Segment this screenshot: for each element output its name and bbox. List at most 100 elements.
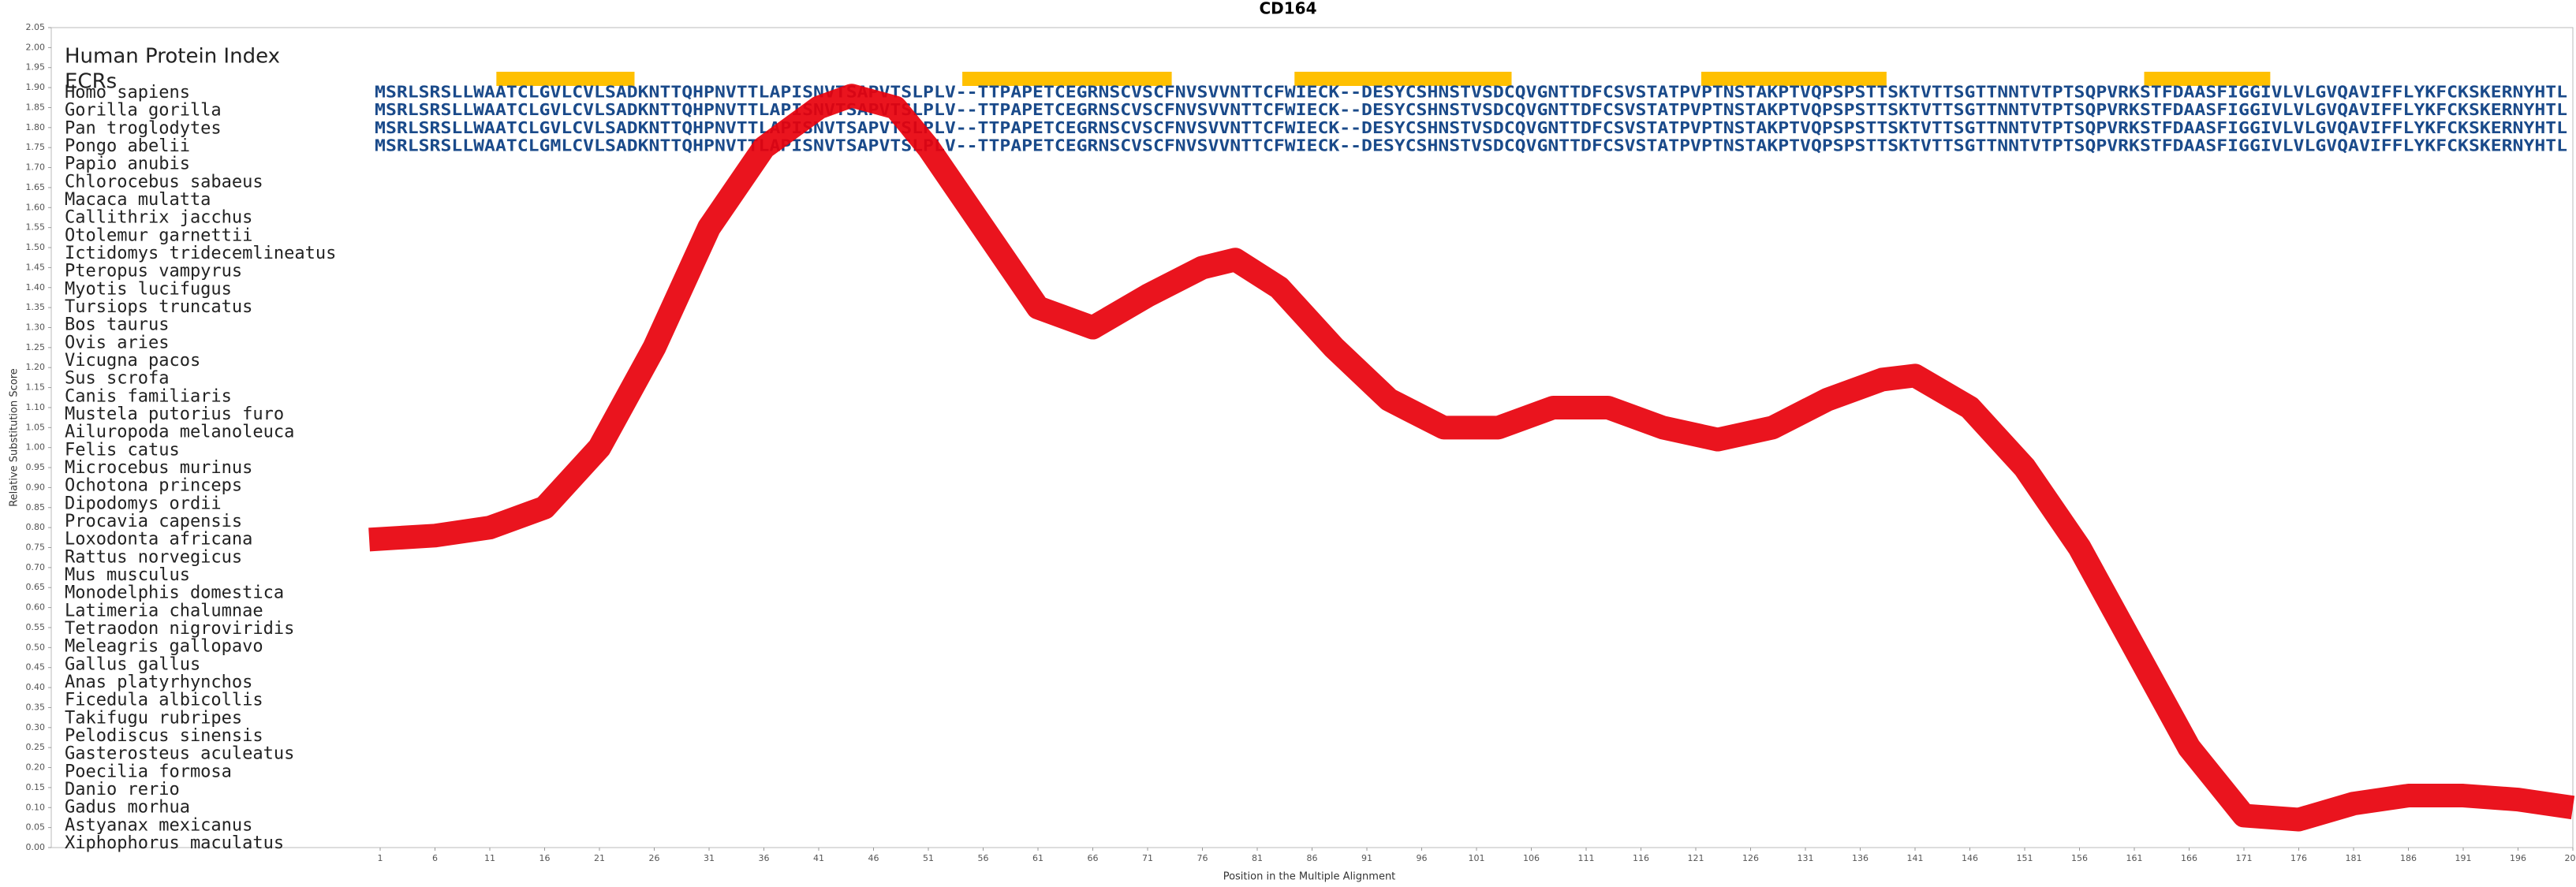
y-tick-label: 0.85	[26, 502, 46, 512]
y-tick-label: 0.55	[26, 622, 46, 632]
substitution-curve	[368, 84, 2575, 832]
y-tick-label: 2.00	[26, 42, 46, 52]
species-name: Tetraodon nigroviridis	[65, 619, 294, 639]
species-name: Otolemur garnettii	[65, 225, 252, 245]
x-tick-label: 161	[2126, 853, 2143, 863]
species-name: Xiphophorus maculatus	[65, 833, 284, 853]
y-tick-label: 1.80	[26, 122, 46, 132]
species-name: Dipodomys ordii	[65, 494, 222, 513]
y-tick-label: 1.25	[26, 342, 46, 352]
x-tick-label: 6	[432, 853, 438, 863]
species-name: Homo sapiens	[65, 83, 190, 102]
species-name: Felis catus	[65, 440, 180, 460]
species-name: Pelodiscus sinensis	[65, 726, 263, 746]
y-tick-label: 0.95	[26, 462, 46, 472]
x-tick-label: 1	[378, 853, 383, 863]
y-tick-label: 1.50	[26, 242, 46, 252]
species-name: Danio rerio	[65, 780, 180, 799]
x-tick-label: 151	[2017, 853, 2033, 863]
species-name: Pan troglodytes	[65, 118, 222, 138]
y-tick-label: 1.75	[26, 142, 46, 152]
index-label: Human Protein Index	[65, 45, 280, 69]
y-tick-label: 1.85	[26, 102, 46, 112]
species-name: Procavia capensis	[65, 512, 242, 531]
ecr-bar	[1701, 72, 1887, 86]
species-name: Latimeria chalumnae	[65, 601, 263, 621]
x-tick-label: 86	[1307, 853, 1318, 863]
y-tick-label: 0.05	[26, 822, 46, 833]
species-name: Ficedula albicollis	[65, 691, 263, 710]
y-tick-label: 0.75	[26, 542, 46, 553]
species-name: Gasterosteus aculeatus	[65, 744, 294, 764]
x-tick-label: 171	[2236, 853, 2253, 863]
species-name: Mus musculus	[65, 565, 190, 585]
x-tick-label: 116	[1633, 853, 1649, 863]
y-tick-label: 0.10	[26, 802, 46, 812]
species-name: Anas platyrhynchos	[65, 673, 252, 692]
species-name: Chlorocebus sabaeus	[65, 172, 263, 192]
species-name: Poecilia formosa	[65, 762, 232, 781]
y-tick-label: 1.20	[26, 362, 46, 372]
y-tick-label: 0.30	[26, 722, 46, 732]
y-tick-label: 0.45	[26, 662, 46, 673]
species-name: Myotis lucifugus	[65, 279, 232, 299]
species-name: Mustela putorius furo	[65, 404, 284, 424]
y-tick-label: 1.10	[26, 402, 46, 412]
species-name: Ochotona princeps	[65, 476, 242, 496]
y-tick-label: 0.50	[26, 642, 46, 652]
species-name: Meleagris gallopavo	[65, 637, 263, 657]
x-tick-label: 101	[1469, 853, 1485, 863]
species-name: Papio anubis	[65, 155, 190, 174]
y-tick-label: 0.65	[26, 582, 46, 592]
y-tick-label: 0.80	[26, 522, 46, 532]
species-name: Takifugu rubripes	[65, 708, 242, 728]
x-axis-label: Position in the Multiple Alignment	[1223, 871, 1396, 883]
x-tick-label: 51	[923, 853, 934, 863]
y-tick-label: 0.70	[26, 562, 46, 572]
species-name: Pteropus vampyrus	[65, 262, 242, 281]
x-tick-label: 186	[2400, 853, 2417, 863]
y-tick-label: 1.55	[26, 222, 46, 233]
x-tick-label: 71	[1142, 853, 1153, 863]
y-tick-label: 0.15	[26, 782, 46, 792]
y-tick-label: 1.40	[26, 282, 46, 293]
y-tick-label: 1.15	[26, 382, 46, 393]
x-tick-label: 131	[1798, 853, 1814, 863]
ecr-bar	[962, 72, 1172, 86]
y-tick-label: 1.00	[26, 442, 46, 453]
y-tick-label: 1.05	[26, 422, 46, 432]
x-tick-label: 121	[1688, 853, 1704, 863]
x-tick-label: 146	[1962, 853, 1978, 863]
y-tick-label: 0.40	[26, 682, 46, 692]
x-tick-label: 136	[1852, 853, 1869, 863]
y-tick-label: 0.25	[26, 742, 46, 752]
x-tick-label: 36	[759, 853, 770, 863]
sequence: MSRLSRSLLWAATCLGVLCVLSADKNTTQHPNVTTLAPIS…	[375, 118, 2567, 137]
species-name: Ailuropoda melanoleuca	[65, 423, 294, 442]
x-tick-label: 111	[1578, 853, 1595, 863]
y-tick-label: 1.95	[26, 62, 46, 73]
x-tick-label: 11	[484, 853, 495, 863]
y-tick-label: 1.70	[26, 162, 46, 173]
x-tick-label: 191	[2455, 853, 2472, 863]
x-tick-label: 176	[2290, 853, 2307, 863]
y-tick-label: 1.35	[26, 302, 46, 312]
species-name: Vicugna pacos	[65, 351, 200, 371]
x-tick-label: 56	[978, 853, 989, 863]
x-tick-label: 61	[1032, 853, 1043, 863]
sequence: MSRLSRSLLWAATCLGVLCVLSADKNTTQHPNVTTLAPIS…	[375, 83, 2567, 102]
y-tick-label: 1.60	[26, 202, 46, 212]
y-axis-label: Relative Substitution Score	[9, 368, 21, 507]
x-tick-label: 196	[2510, 853, 2526, 863]
ecr-bar	[2144, 72, 2271, 86]
y-tick-label: 0.35	[26, 702, 46, 712]
y-tick-label: 1.30	[26, 322, 46, 332]
x-tick-label: 81	[1252, 853, 1263, 863]
species-name: Gorilla gorilla	[65, 101, 222, 121]
species-name: Callithrix jacchus	[65, 208, 252, 228]
x-tick-label: 156	[2071, 853, 2088, 863]
x-tick-label: 26	[649, 853, 660, 863]
x-tick-label: 166	[2181, 853, 2197, 863]
species-name: Bos taurus	[65, 315, 169, 335]
